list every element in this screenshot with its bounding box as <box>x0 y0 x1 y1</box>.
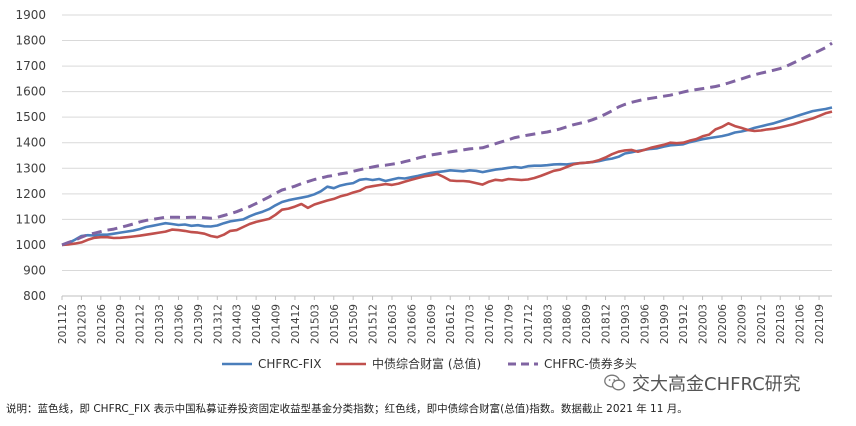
x-tick-label: 201409 <box>271 304 283 344</box>
watermark-text: 交大高金CHFRC研究 <box>632 374 801 395</box>
wechat-icon <box>604 374 626 391</box>
y-tick-label: 1200 <box>15 187 46 201</box>
x-tick-label: 201712 <box>523 304 535 344</box>
x-tick-label: 201209 <box>115 304 127 344</box>
y-tick-label: 1300 <box>15 161 46 175</box>
y-tick-label: 1000 <box>15 238 46 252</box>
x-tick-label: 201603 <box>387 304 399 344</box>
x-tick-label: 201203 <box>76 304 88 344</box>
chart-note: 说明：蓝色线，即 CHFRC_FIX 表示中国私募证券投资固定收益型基金分类指数… <box>6 403 688 415</box>
watermark: 交大高金CHFRC研究 <box>604 370 844 396</box>
x-tick-label: 202012 <box>756 304 768 344</box>
x-tick-label: 201412 <box>290 304 302 344</box>
x-tick-label: 201903 <box>620 304 632 344</box>
x-tick-label: 201212 <box>135 304 147 344</box>
y-tick-label: 1400 <box>15 136 46 150</box>
x-tick-label: 201309 <box>193 304 205 344</box>
x-tick-label: 201806 <box>562 304 574 344</box>
axes <box>61 295 832 300</box>
series-line-3 <box>61 41 833 247</box>
y-tick-label: 800 <box>23 289 46 303</box>
x-tick-label: 201706 <box>484 304 496 344</box>
x-tick-label: 201206 <box>96 304 108 344</box>
y-tick-label: 1600 <box>15 85 46 99</box>
x-tick-label: 201303 <box>154 304 166 344</box>
x-tick-label: 201809 <box>581 304 593 344</box>
x-tick-label: 201512 <box>368 304 380 344</box>
legend-label: 中债综合财富 (总值) <box>372 356 481 371</box>
x-tick-label: 201612 <box>445 304 457 344</box>
x-tick-label: 201503 <box>309 304 321 344</box>
x-tick-label: 201709 <box>503 304 515 344</box>
x-tick-label: 201403 <box>232 304 244 344</box>
x-tick-label: 201406 <box>251 304 263 344</box>
x-tick-label: 202109 <box>814 304 826 344</box>
x-tick-labels: 201112 201203 201206 201209 201212 201303 2013… <box>57 304 826 344</box>
y-tick-labels: 800 900 1000 1100 1200 1300 1400 1500 1600 1700 18… <box>15 8 46 303</box>
series-lines <box>61 41 833 247</box>
gridlines <box>62 14 832 297</box>
x-tick-label: 201312 <box>212 304 224 344</box>
y-tick-label: 1500 <box>15 110 46 124</box>
legend: CHFRC-FIX 中债综合财富 (总值) CHFRC-债券多头 <box>222 356 637 371</box>
x-tick-label: 201112 <box>57 304 69 344</box>
x-tick-label: 201912 <box>678 304 690 344</box>
x-tick-label: 202103 <box>775 304 787 344</box>
x-tick-label: 202003 <box>698 304 710 344</box>
x-tick-label: 201703 <box>465 304 477 344</box>
x-tick-label: 201909 <box>659 304 671 344</box>
y-tick-label: 1700 <box>15 59 46 73</box>
x-tick-label: 202009 <box>736 304 748 344</box>
legend-label: CHFRC-FIX <box>258 357 321 371</box>
x-tick-label: 201306 <box>173 304 185 344</box>
series-line-2 <box>61 110 833 247</box>
x-tick-label: 201509 <box>348 304 360 344</box>
x-tick-label: 201606 <box>406 304 418 344</box>
x-tick-label: 201812 <box>601 304 613 344</box>
x-tick-label: 201506 <box>329 304 341 344</box>
x-tick-label: 201906 <box>639 304 651 344</box>
y-tick-label: 1800 <box>15 34 46 48</box>
y-tick-label: 1900 <box>15 8 46 22</box>
x-tick-label: 201803 <box>542 304 554 344</box>
x-tick-label: 201609 <box>426 304 438 344</box>
y-tick-label: 900 <box>23 263 46 277</box>
y-tick-label: 1100 <box>15 212 46 226</box>
x-tick-label: 202106 <box>795 304 807 344</box>
x-tick-label: 202006 <box>717 304 729 344</box>
series-line-1 <box>61 106 833 247</box>
legend-label: CHFRC-债券多头 <box>544 356 637 371</box>
